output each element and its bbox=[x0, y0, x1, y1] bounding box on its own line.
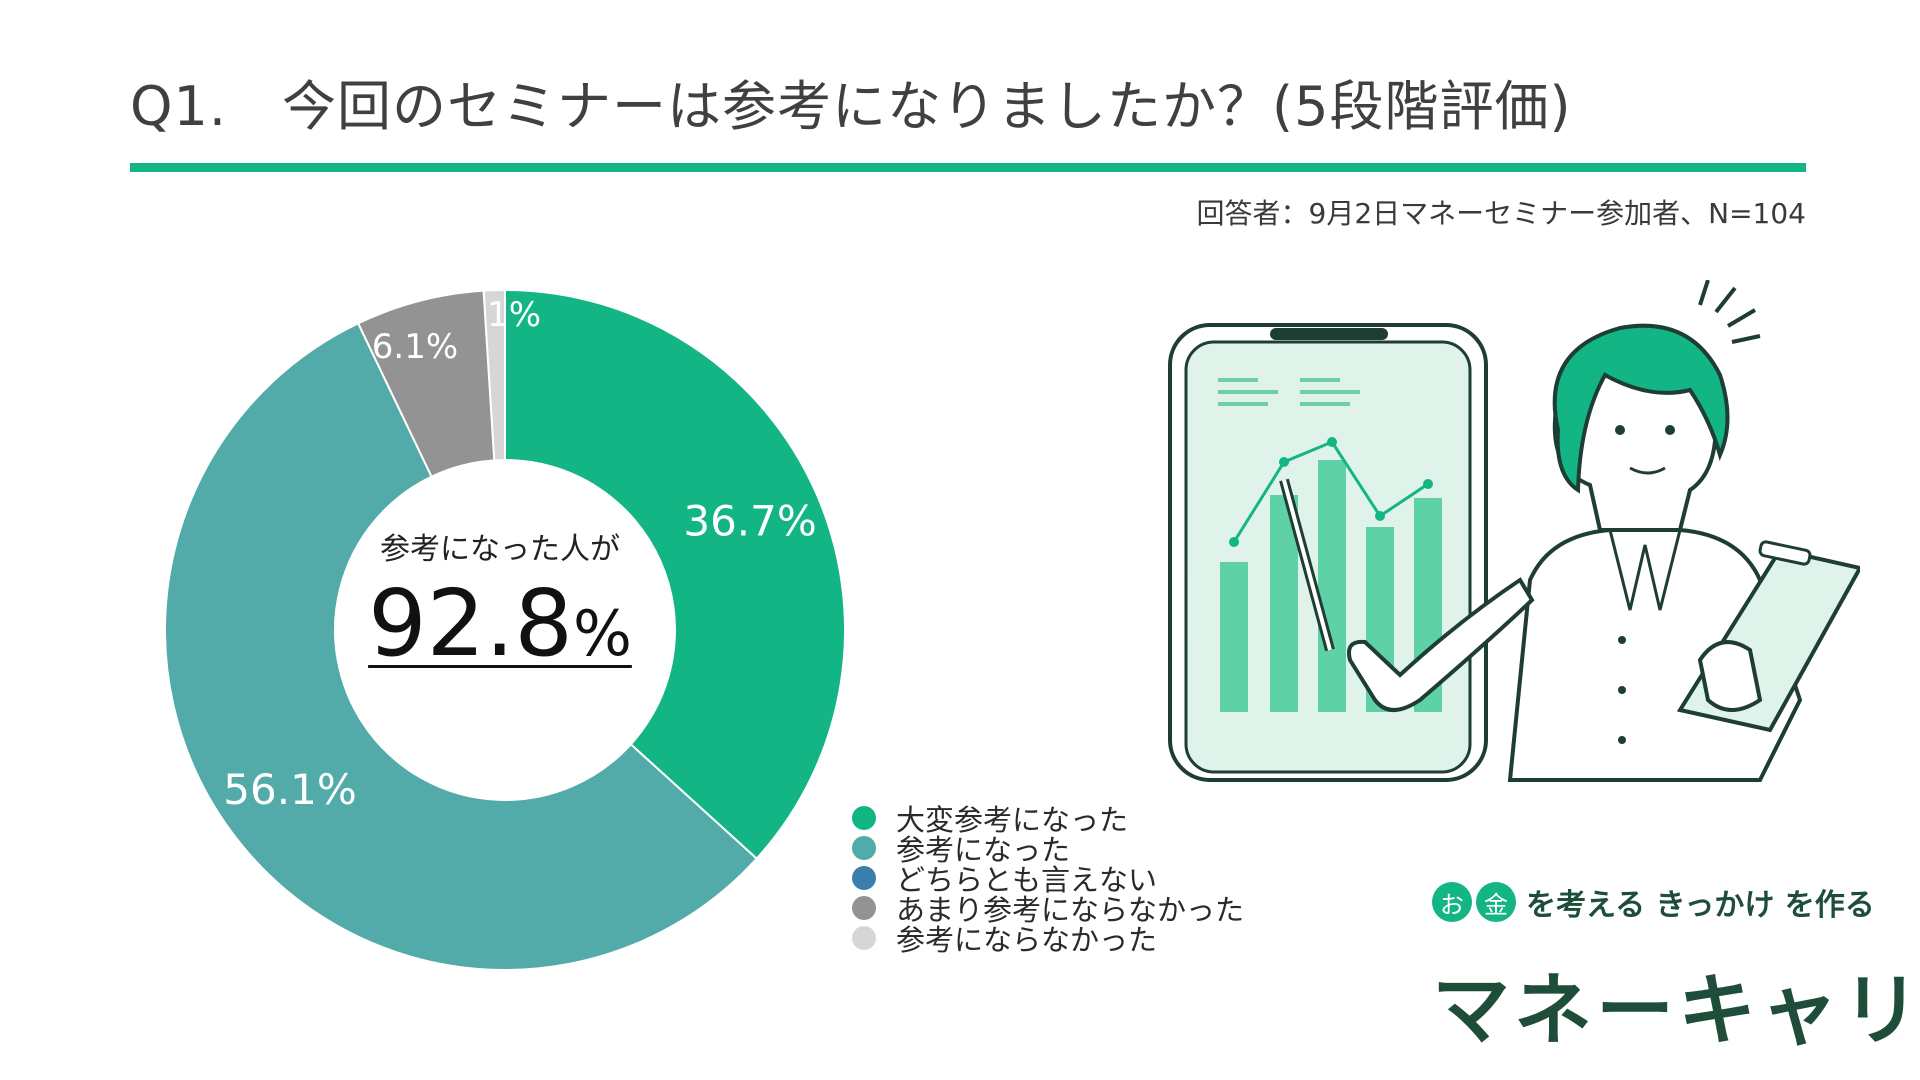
tag-kin-badge: 金 bbox=[1476, 882, 1516, 922]
center-percentage: 92.8% bbox=[368, 570, 632, 677]
center-caption: 参考になった人が bbox=[380, 532, 620, 567]
center-value: 92.8% bbox=[300, 578, 700, 670]
legend-item: あまり参考にならなかった bbox=[852, 893, 1244, 927]
tag-o-badge: お bbox=[1432, 882, 1472, 922]
legend-item: 参考にならなかった bbox=[852, 923, 1244, 957]
slice-label-5: 1% bbox=[487, 295, 541, 335]
legend-label: 参考になった bbox=[896, 833, 1071, 867]
title-underline bbox=[130, 163, 1806, 172]
legend-label: 参考にならなかった bbox=[896, 923, 1158, 957]
legend-item: どちらとも言えない bbox=[852, 863, 1244, 897]
legend-swatch bbox=[852, 836, 876, 860]
brand-tagline: お 金 を考える きっかけ を作る bbox=[1432, 880, 1875, 924]
respondents-note: 回答者：9月2日マネーセミナー参加者、N=104 bbox=[1196, 197, 1806, 230]
legend-swatch bbox=[852, 896, 876, 920]
slice-label-1: 36.7% bbox=[683, 497, 816, 546]
page-title: Q1. 今回のセミナーは参考になりましたか？(5段階評価) bbox=[130, 75, 1572, 138]
brand-name: マネーキャリア bbox=[1432, 966, 1920, 1056]
legend-item: 参考になった bbox=[852, 833, 1244, 867]
legend-swatch bbox=[852, 866, 876, 890]
legend-swatch bbox=[852, 926, 876, 950]
donut-hole bbox=[335, 460, 675, 800]
brand-logo: お 金 を考える きっかけ を作る マネーキャリア bbox=[1432, 860, 1920, 1060]
slice-label-4: 6.1% bbox=[372, 327, 458, 367]
legend-swatch bbox=[852, 806, 876, 830]
tagline-text: を考える きっかけ を作る bbox=[1526, 888, 1875, 923]
presenter-illustration bbox=[1168, 280, 1860, 782]
slice-label-2: 56.1% bbox=[223, 765, 356, 814]
legend-label: どちらとも言えない bbox=[896, 863, 1158, 897]
chart-legend: 大変参考になった 参考になった どちらとも言えない あまり参考にならなかった 参考になら… bbox=[852, 803, 1244, 957]
legend-label: 大変参考になった bbox=[896, 803, 1129, 837]
legend-label: あまり参考にならなかった bbox=[896, 893, 1245, 927]
legend-item: 大変参考になった bbox=[852, 803, 1244, 837]
